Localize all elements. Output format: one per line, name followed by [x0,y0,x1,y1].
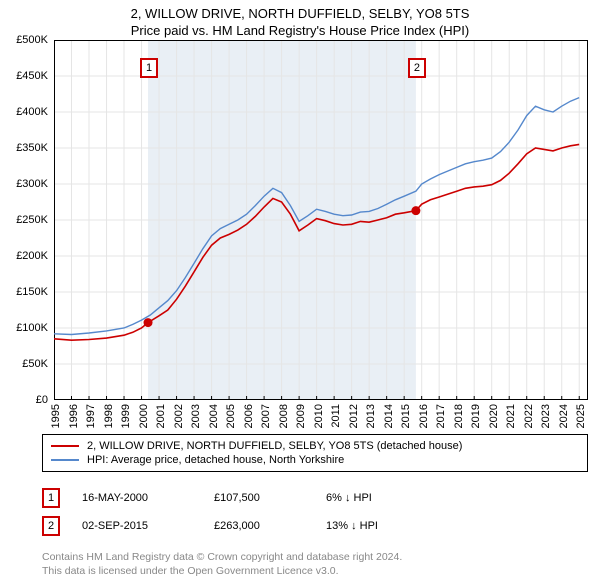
legend-label: HPI: Average price, detached house, Nort… [87,454,344,466]
chart-marker-1: 1 [140,58,158,78]
sale-date: 02-SEP-2015 [82,520,192,532]
title-block: 2, WILLOW DRIVE, NORTH DUFFIELD, SELBY, … [0,0,600,40]
x-tick-label: 2000 [138,404,150,428]
sale-price: £107,500 [214,492,304,504]
y-tick-label: £300K [16,178,48,190]
y-tick-label: £200K [16,250,48,262]
legend-swatch [51,445,79,447]
x-tick-label: 2015 [400,404,412,428]
y-tick-label: £450K [16,70,48,82]
x-tick-label: 2004 [208,404,220,428]
x-tick-label: 2005 [225,404,237,428]
x-tick-label: 1998 [103,404,115,428]
x-tick-label: 2023 [540,404,552,428]
x-tick-label: 2024 [558,404,570,428]
y-tick-label: £250K [16,214,48,226]
x-tick-label: 2014 [383,404,395,428]
x-tick-label: 2002 [173,404,185,428]
x-tick-label: 2025 [575,404,587,428]
x-tick-label: 2018 [453,404,465,428]
sale-index: 2 [42,516,60,536]
sale-price: £263,000 [214,520,304,532]
attribution-line2: This data is licensed under the Open Gov… [42,564,588,578]
attribution-line1: Contains HM Land Registry data © Crown c… [42,550,588,564]
sale-diff: 6% ↓ HPI [326,492,436,504]
chart-marker-2: 2 [408,58,426,78]
x-tick-label: 2007 [260,404,272,428]
legend-swatch [51,459,79,461]
y-tick-label: £0 [36,394,48,406]
sale-row: 1 16-MAY-2000 £107,500 6% ↓ HPI [42,484,588,512]
x-tick-label: 2016 [418,404,430,428]
y-tick-label: £150K [16,286,48,298]
chart-svg [54,40,588,400]
x-tick-label: 2021 [505,404,517,428]
x-tick-label: 2001 [155,404,167,428]
legend: 2, WILLOW DRIVE, NORTH DUFFIELD, SELBY, … [42,434,588,472]
x-tick-label: 2011 [330,404,342,428]
x-tick-label: 2003 [190,404,202,428]
y-tick-label: £50K [22,358,48,370]
y-tick-label: £350K [16,142,48,154]
sale-index: 1 [42,488,60,508]
sales-table: 1 16-MAY-2000 £107,500 6% ↓ HPI 2 02-SEP-2015… [42,484,588,540]
sale-date: 16-MAY-2000 [82,492,192,504]
x-tick-label: 2019 [470,404,482,428]
x-tick-label: 1999 [120,404,132,428]
sale-diff: 13% ↓ HPI [326,520,436,532]
x-tick-label: 2008 [278,404,290,428]
attribution: Contains HM Land Registry data © Crown c… [42,550,588,578]
x-tick-label: 2022 [523,404,535,428]
legend-row: HPI: Average price, detached house, Nort… [51,453,579,467]
x-tick-label: 1997 [85,404,97,428]
y-tick-label: £400K [16,106,48,118]
chart-container: 2, WILLOW DRIVE, NORTH DUFFIELD, SELBY, … [0,0,600,578]
legend-label: 2, WILLOW DRIVE, NORTH DUFFIELD, SELBY, … [87,440,462,452]
x-tick-label: 2006 [243,404,255,428]
x-tick-label: 2010 [313,404,325,428]
x-tick-label: 2017 [435,404,447,428]
y-tick-label: £500K [16,34,48,46]
x-tick-label: 2020 [488,404,500,428]
legend-row: 2, WILLOW DRIVE, NORTH DUFFIELD, SELBY, … [51,439,579,453]
x-tick-label: 2009 [295,404,307,428]
chart-area: £0£50K£100K£150K£200K£250K£300K£350K£400… [54,40,588,400]
x-tick-label: 1995 [50,404,62,428]
x-tick-label: 2012 [348,404,360,428]
title-address: 2, WILLOW DRIVE, NORTH DUFFIELD, SELBY, … [0,6,600,21]
x-tick-label: 1996 [68,404,80,428]
sale-row: 2 02-SEP-2015 £263,000 13% ↓ HPI [42,512,588,540]
title-subtitle: Price paid vs. HM Land Registry's House … [0,23,600,38]
x-tick-label: 2013 [365,404,377,428]
y-tick-label: £100K [16,322,48,334]
